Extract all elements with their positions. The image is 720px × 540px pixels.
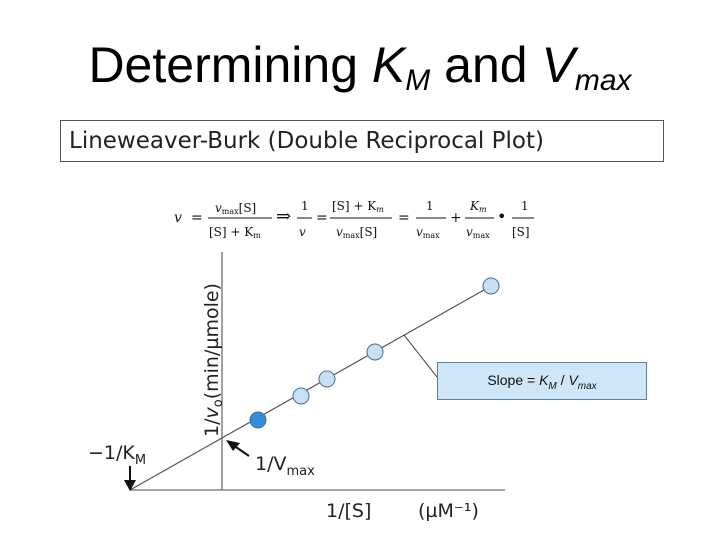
- slope-vmax-sub: max: [577, 380, 597, 392]
- eq-v: v: [174, 210, 182, 226]
- subtitle-box: Lineweaver-Burk (Double Reciprocal Plot): [60, 120, 664, 162]
- eq-one-3: 1: [521, 199, 529, 213]
- x-axis-label: 1/[S]: [326, 500, 371, 522]
- slope-divider: /: [556, 372, 569, 388]
- y-axis-label: 1/vo(min/µmole): [201, 283, 226, 437]
- subtitle-text: Lineweaver-Burk (Double Reciprocal Plot): [69, 128, 544, 154]
- point-4: [366, 343, 384, 361]
- y-intercept-arrow-icon: [226, 440, 240, 451]
- slope-km-sub: M: [548, 380, 557, 392]
- eq-v-2: v: [299, 225, 306, 239]
- slope-km: K: [539, 372, 549, 388]
- regression-line: [129, 285, 492, 491]
- x-axis-unit: (µM⁻¹): [418, 500, 479, 522]
- slope-prefix: Slope =: [487, 372, 540, 388]
- eq-equals-1: =: [191, 210, 203, 226]
- eq-equals-3: =: [398, 210, 410, 226]
- eq-equals-2: =: [316, 210, 328, 226]
- slide-title: Determining KM and Vmax: [0, 36, 720, 98]
- slope-annotation: Slope = KM / Vmax: [437, 362, 647, 400]
- eq-num2: [S] + Km: [332, 199, 384, 214]
- eq-dot: •: [497, 207, 506, 226]
- point-1: [249, 411, 267, 429]
- michaelis-menten-equation: v = vmax[S] [S] + Km ⇒ 1 v = [S] + Km vm…: [174, 199, 534, 240]
- eq-num1: vmax[S]: [215, 201, 256, 216]
- eq-s: [S]: [512, 225, 530, 239]
- x-intercept-label: −1/KM: [88, 442, 146, 468]
- x-intercept-arrow-icon: [124, 480, 136, 491]
- y-intercept-label: 1/Vmax: [255, 453, 315, 479]
- eq-vmax-1: vmax: [416, 225, 440, 240]
- point-2: [292, 387, 310, 405]
- eq-arrow: ⇒: [276, 206, 291, 227]
- eq-one-1: 1: [301, 199, 309, 213]
- eq-km: Km: [469, 199, 487, 214]
- eq-den1: [S] + Km: [209, 225, 261, 240]
- data-points: [249, 277, 500, 429]
- slope-vmax: V: [568, 372, 578, 388]
- slope-callout-line: [403, 334, 438, 378]
- title-and: and: [430, 37, 542, 93]
- eq-plus: +: [450, 210, 462, 226]
- eq-den2: vmax[S]: [336, 225, 377, 240]
- title-vmax: V: [541, 37, 575, 93]
- title-prefix: Determining: [88, 37, 372, 93]
- point-3: [318, 370, 336, 388]
- eq-vmax-2: vmax: [466, 225, 490, 240]
- point-5: [482, 277, 500, 295]
- title-vmax-sub: max: [574, 64, 632, 97]
- title-km-sub: M: [405, 64, 431, 97]
- title-km: K: [371, 37, 406, 93]
- eq-one-2: 1: [426, 199, 434, 213]
